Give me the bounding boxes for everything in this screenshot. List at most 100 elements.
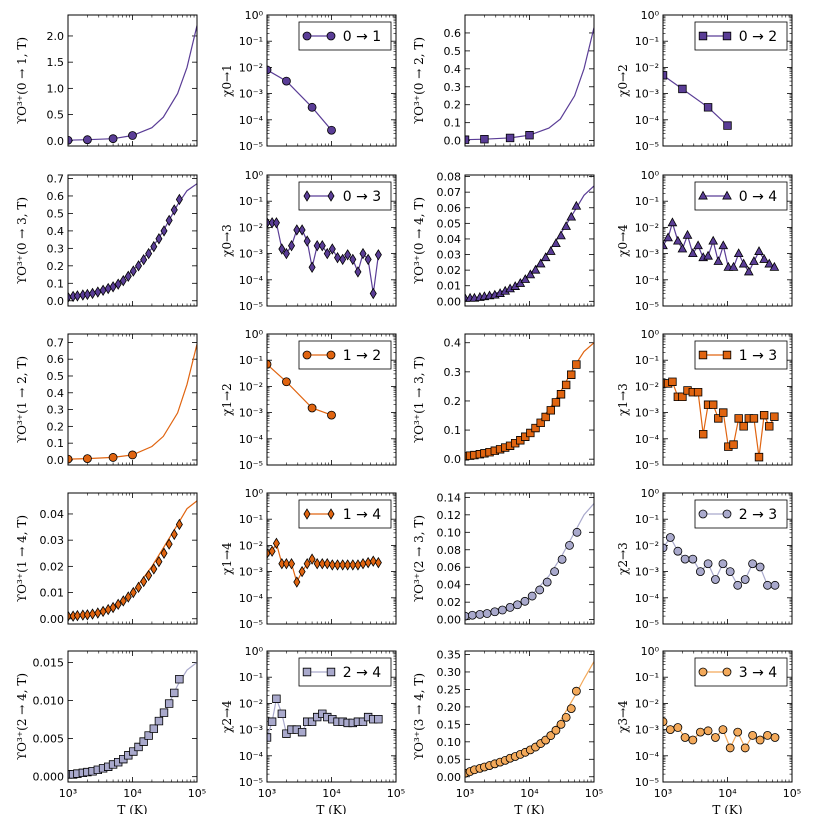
legend-label: 1 → 3 bbox=[739, 348, 777, 364]
data-point-20 bbox=[165, 214, 173, 227]
data-point-21 bbox=[764, 258, 775, 268]
data-point-17 bbox=[546, 406, 556, 415]
y-tick-label: 10⁻² bbox=[239, 539, 263, 552]
data-point-12 bbox=[124, 591, 132, 603]
data-point-5 bbox=[89, 608, 97, 620]
data-point-legend-a bbox=[302, 31, 312, 41]
data-point-9 bbox=[725, 743, 735, 753]
data-point-21 bbox=[369, 555, 377, 567]
data-point-0 bbox=[267, 217, 271, 229]
y-axis-label: χ2→4 bbox=[220, 700, 234, 733]
series-group bbox=[267, 694, 383, 742]
y-tick-label: 10⁻⁴ bbox=[239, 114, 264, 127]
series-group bbox=[267, 217, 382, 300]
data-point-13 bbox=[328, 559, 336, 571]
legend: 0 → 2 bbox=[694, 21, 788, 51]
data-point-20 bbox=[759, 254, 770, 263]
y-axis-label: χ0→1 bbox=[220, 64, 234, 97]
data-point-0 bbox=[68, 610, 72, 622]
y-tick-label: 10⁻⁵ bbox=[239, 300, 263, 313]
subplot-15: 0.00 0.02 0.04 0.06 0.08 0.10 0.12 0.14 ϒO³⁺(2 →… bbox=[412, 491, 595, 627]
axes-frame bbox=[67, 14, 198, 147]
series-group bbox=[68, 500, 197, 622]
y-tick-label: 0.005 bbox=[33, 733, 65, 746]
y-tick-label: 0.02 bbox=[40, 560, 65, 573]
data-point-17 bbox=[545, 246, 556, 255]
data-point-legend-a bbox=[698, 350, 708, 360]
data-point-0 bbox=[663, 717, 668, 727]
y-tick-label: 10⁻³ bbox=[635, 566, 659, 579]
data-point-3 bbox=[680, 554, 690, 564]
data-point-21 bbox=[369, 287, 377, 300]
fit-curve bbox=[465, 27, 594, 141]
y-tick-label: 10⁰ bbox=[641, 487, 660, 500]
data-point-15 bbox=[140, 575, 148, 588]
y-tick-label: 0.2 bbox=[444, 395, 462, 408]
y-tick-label: 0.5 bbox=[47, 207, 65, 220]
data-point-2 bbox=[673, 546, 683, 556]
legend: 0 → 3 bbox=[298, 181, 392, 211]
data-point-15 bbox=[339, 253, 347, 266]
x-tick-label: 10⁴ bbox=[123, 787, 142, 800]
data-point-22 bbox=[572, 360, 581, 369]
y-tick-label: 0.3 bbox=[444, 366, 462, 379]
data-point-17 bbox=[149, 724, 159, 733]
axes-frame bbox=[464, 333, 595, 466]
series-group bbox=[465, 185, 594, 302]
y-tick-label: 10⁻⁵ bbox=[239, 140, 263, 153]
data-point-19 bbox=[159, 708, 169, 717]
series-line bbox=[663, 74, 728, 127]
y-tick-label: 10⁰ bbox=[245, 9, 264, 22]
y-tick-label: 0.01 bbox=[40, 587, 65, 600]
data-point-6 bbox=[293, 576, 301, 588]
y-axis-label: ϒO³⁺(0 → 2, T) bbox=[412, 37, 426, 124]
data-point-17 bbox=[349, 559, 357, 571]
data-point-21 bbox=[170, 688, 179, 698]
x-axis-label: T (K) bbox=[316, 803, 346, 814]
data-point-3 bbox=[723, 121, 732, 130]
data-point-18 bbox=[749, 414, 759, 423]
data-point-5 bbox=[695, 727, 705, 737]
series-group bbox=[68, 183, 197, 303]
data-point-6 bbox=[703, 559, 713, 569]
data-point-19 bbox=[754, 452, 764, 462]
y-tick-label: 10⁻⁴ bbox=[635, 592, 660, 605]
data-point-1 bbox=[282, 76, 291, 86]
subplot-8: 10⁻⁵ 10⁻⁴ 10⁻³ 10⁻² 10⁻¹ 10⁰ χ0→4 0 → 4 bbox=[616, 169, 793, 313]
y-tick-label: 0.6 bbox=[444, 27, 462, 40]
data-point-0 bbox=[68, 135, 73, 145]
legend-label: 1 → 2 bbox=[343, 348, 381, 364]
data-point-12 bbox=[748, 731, 758, 740]
y-axis-label: ϒO³⁺(3 → 4, T) bbox=[412, 673, 426, 760]
data-point-11 bbox=[740, 575, 750, 584]
data-point-10 bbox=[708, 400, 718, 409]
data-point-11 bbox=[119, 274, 127, 287]
data-point-4 bbox=[282, 558, 290, 570]
y-tick-label: 0.2 bbox=[47, 420, 65, 433]
y-tick-label: 0.03 bbox=[40, 534, 65, 547]
y-tick-label: 0.00 bbox=[40, 613, 65, 626]
data-point-16 bbox=[739, 422, 748, 431]
legend-label: 0 → 2 bbox=[739, 29, 777, 45]
y-tick-label: 10⁻² bbox=[635, 539, 659, 552]
data-point-22 bbox=[175, 193, 183, 206]
y-tick-label: 10⁰ bbox=[245, 328, 264, 341]
y-tick-label: 10⁻⁵ bbox=[635, 459, 659, 472]
data-point-9 bbox=[109, 601, 117, 614]
series-group bbox=[68, 343, 197, 464]
data-point-17 bbox=[150, 563, 158, 575]
subplot-20: 10³ 10⁴ 10⁵ 10⁻⁵ 10⁻⁴ 10⁻³ 10⁻² 10⁻¹ 10⁰ χ3→4 3 → … bbox=[616, 645, 801, 814]
data-point-17 bbox=[743, 266, 754, 276]
data-point-15 bbox=[733, 248, 744, 258]
y-tick-label: 0.08 bbox=[437, 544, 462, 557]
y-tick-label: 10⁻⁴ bbox=[635, 274, 660, 287]
y-tick-label: 10⁻³ bbox=[239, 724, 263, 737]
y-axis-label: χ1→2 bbox=[220, 383, 234, 416]
data-point-9 bbox=[308, 261, 316, 274]
y-tick-label: 10⁻³ bbox=[239, 248, 263, 261]
y-tick-label: 0.02 bbox=[437, 264, 462, 277]
legend: 3 → 4 bbox=[694, 657, 788, 687]
data-point-legend-b bbox=[326, 31, 336, 41]
y-tick-label: 0.1 bbox=[47, 277, 65, 290]
subplot-10: 10⁻⁵ 10⁻⁴ 10⁻³ 10⁻² 10⁻¹ 10⁰ χ1→2 1 → 2 bbox=[220, 328, 397, 472]
